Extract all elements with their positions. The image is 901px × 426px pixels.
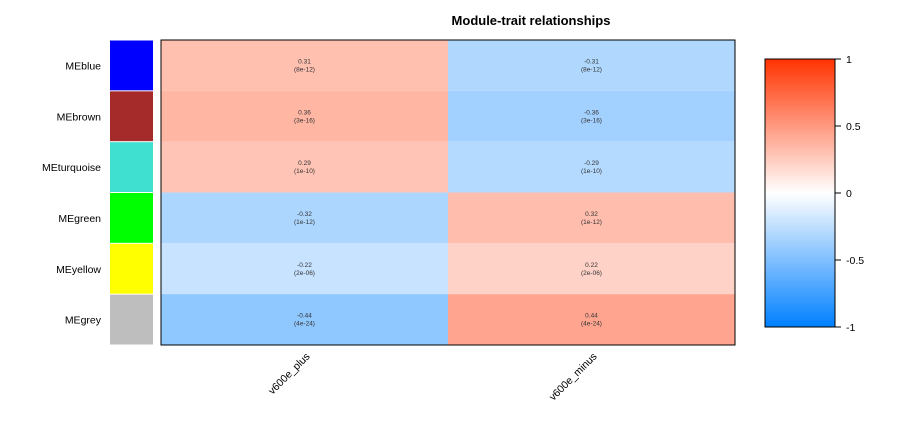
heatmap-cell (448, 40, 735, 91)
cell-pvalue: (4e-24) (294, 321, 315, 328)
cell-correlation: -0.31 (584, 58, 599, 65)
module-swatch-MEturquoise (110, 142, 153, 192)
heatmap-cell (448, 294, 735, 345)
cell-pvalue: (2e-06) (581, 270, 602, 277)
heatmap-cell (161, 243, 448, 295)
cell-pvalue: (2e-06) (294, 270, 315, 277)
module-swatch-MEgrey (110, 294, 153, 345)
heatmap-cell (161, 90, 448, 142)
colorbar-tick-label: 0 (846, 188, 852, 200)
cell-pvalue: (1e-12) (581, 219, 602, 226)
cell-correlation: 0.29 (298, 160, 311, 167)
cell-pvalue: (4e-24) (581, 321, 602, 328)
column-label: v600e_minus (547, 351, 600, 404)
heatmap-cell (448, 192, 735, 244)
cell-pvalue: (1e-10) (581, 168, 602, 175)
row-label: MEbrown (57, 111, 102, 123)
cell-pvalue: (3e-16) (294, 117, 315, 124)
cell-correlation: -0.36 (584, 109, 599, 116)
cell-pvalue: (3e-16) (581, 117, 602, 124)
heatmap-cell (448, 141, 735, 193)
colorbar-tick-label: 0.5 (846, 121, 861, 133)
module-swatch-MEbrown (110, 91, 153, 142)
cell-correlation: -0.44 (297, 313, 312, 320)
row-label: MEgrey (65, 315, 102, 327)
heatmap-cell (161, 294, 448, 345)
cell-pvalue: (8e-12) (581, 66, 602, 73)
cell-correlation: 0.31 (298, 58, 311, 65)
heatmap-cell (161, 192, 448, 244)
heatmap-cell (448, 90, 735, 142)
heatmap-cell (448, 243, 735, 295)
module-swatch-MEgreen (110, 193, 153, 243)
cell-correlation: -0.32 (297, 211, 312, 218)
cell-pvalue: (1e-10) (294, 168, 315, 175)
column-label: v600e_plus (266, 351, 312, 397)
chart-title: Module-trait relationships (452, 13, 611, 28)
cell-pvalue: (8e-12) (294, 66, 315, 73)
cell-correlation: 0.22 (585, 262, 598, 269)
row-label: MEgreen (58, 213, 101, 225)
row-label: MEyellow (56, 264, 101, 276)
cell-correlation: 0.44 (585, 313, 598, 320)
cell-correlation: 0.36 (298, 109, 311, 116)
row-label: MEturquoise (42, 162, 101, 174)
heatmap-cell (161, 40, 448, 91)
heatmap-cell (161, 141, 448, 193)
colorbar (764, 58, 836, 328)
row-label: MEblue (65, 60, 101, 72)
cell-correlation: -0.29 (584, 160, 599, 167)
cell-correlation: -0.22 (297, 262, 312, 269)
module-swatch-MEyellow (110, 243, 153, 294)
colorbar-tick-label: -0.5 (846, 255, 864, 267)
heatmap-border (160, 39, 736, 346)
colorbar-tick-label: -1 (846, 322, 855, 334)
module-swatch-MEblue (110, 40, 153, 91)
colorbar-tick-label: 1 (846, 54, 852, 66)
cell-pvalue: (1e-12) (294, 219, 315, 226)
cell-correlation: 0.32 (585, 211, 598, 218)
